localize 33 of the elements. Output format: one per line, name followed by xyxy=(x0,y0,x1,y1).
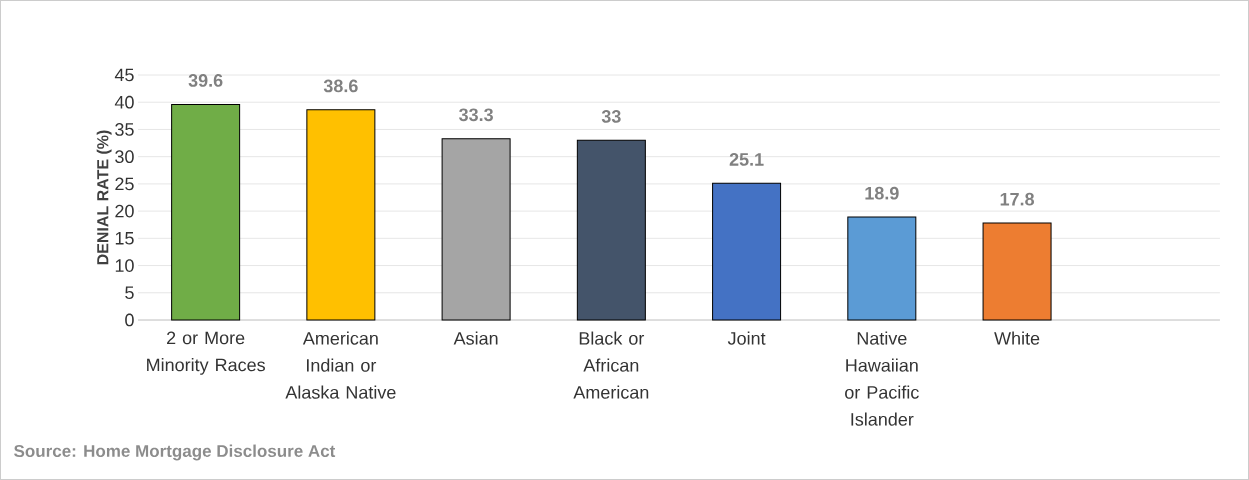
y-axis-title: DENIAL RATE (%) xyxy=(96,130,112,265)
y-tick-label: 10 xyxy=(115,259,134,272)
data-label: 18.9 xyxy=(865,186,899,200)
x-tick-label: Joint xyxy=(727,331,766,345)
y-tick-label: 30 xyxy=(115,150,134,164)
bar xyxy=(712,182,782,321)
x-tick-label: American Indian or Alaska Native xyxy=(285,331,396,399)
bar xyxy=(171,103,241,321)
bar xyxy=(847,216,917,321)
x-tick-label: 2 or More Minority Races xyxy=(147,331,265,375)
data-label: 33.3 xyxy=(459,108,493,122)
data-label: 25.1 xyxy=(729,153,764,166)
y-tick-label: 45 xyxy=(114,68,134,82)
y-tick-label: 35 xyxy=(115,123,134,136)
x-tick-label: Asian xyxy=(453,331,498,345)
x-tick-label: Native Hawaiian or Pacific Islander xyxy=(845,331,919,426)
data-label: 38.6 xyxy=(323,79,358,93)
x-tick-label: Black or African American xyxy=(573,331,649,399)
bar xyxy=(576,139,646,321)
y-tick-label: 25 xyxy=(115,177,134,191)
data-label: 33 xyxy=(601,110,621,123)
y-tick-label: 0 xyxy=(125,313,134,327)
data-label: 17.8 xyxy=(1000,192,1035,206)
data-label: 39.6 xyxy=(188,74,223,87)
bar xyxy=(982,222,1052,321)
bar xyxy=(441,138,511,321)
y-tick-label: 5 xyxy=(125,286,134,300)
x-tick-label: White xyxy=(994,331,1040,345)
bar xyxy=(306,109,376,321)
source-note: Source: Home Mortgage Disclosure Act xyxy=(14,444,336,461)
y-tick-label: 15 xyxy=(115,232,134,245)
y-tick-label: 40 xyxy=(114,95,134,109)
y-tick-label: 20 xyxy=(115,204,134,218)
